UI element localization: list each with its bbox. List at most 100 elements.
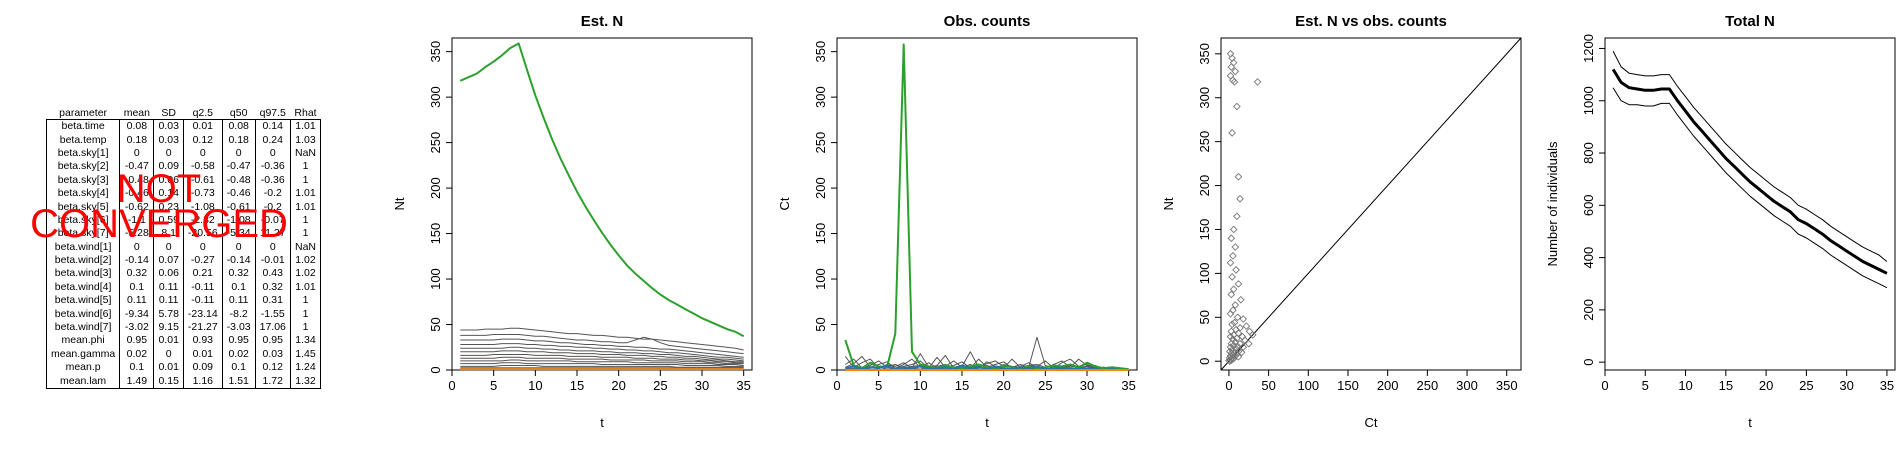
parameter-name-cell: beta.sky[5] — [45, 200, 121, 214]
value-cell: 0.14 — [153, 186, 184, 201]
y-tick-label: 300 — [1197, 87, 1212, 109]
x-tick-label: 15 — [1719, 378, 1733, 393]
value-cell: 0.95 — [119, 334, 155, 348]
value-cell: -0.61 — [221, 200, 256, 214]
value-cell: 0.09 — [182, 361, 223, 375]
series-line — [845, 363, 1129, 371]
table-row: beta.sky[3] -0.48 0.06 -0.61 -0.48 -0.36 1 — [45, 173, 322, 187]
x-tick-label: 5 — [1642, 378, 1649, 393]
series-group — [459, 42, 745, 371]
chart-4: Total N 0 5 10 15 20 25 30 35 0 200 400 600 800 1000 12… — [1545, 13, 1896, 430]
value-cell: -2.32 — [182, 213, 223, 228]
value-cell: 17.06 — [254, 320, 291, 335]
y-tick-label: 150 — [428, 223, 443, 245]
value-cell: 0 — [153, 240, 184, 254]
parameter-name-cell: beta.sky[7] — [45, 227, 121, 241]
series-group — [1611, 50, 1888, 289]
series-group — [844, 43, 1129, 371]
x-tick-label: 50 — [1261, 378, 1275, 393]
chart-title: Obs. counts — [944, 13, 1031, 30]
series-line — [1611, 68, 1888, 275]
value-cell: -0.73 — [182, 186, 223, 201]
scatter-point — [1237, 348, 1246, 357]
y-axis-label: Nt — [1161, 197, 1176, 210]
parameter-name-cell: beta.wind[5] — [45, 294, 121, 308]
value-cell: 0.21 — [182, 267, 223, 281]
value-cell: 0.02 — [221, 347, 256, 362]
x-tick-label: 35 — [1121, 378, 1135, 393]
value-cell: -0.14 — [119, 253, 155, 268]
series-line — [1612, 87, 1888, 289]
value-cell: 0.32 — [221, 267, 256, 281]
y-tick-label: 150 — [813, 223, 828, 245]
value-cell: 1.01 — [289, 200, 322, 214]
series-line — [460, 346, 744, 362]
value-cell: 0.32 — [119, 267, 155, 281]
points-group — [1225, 49, 1262, 366]
value-cell: 0.93 — [182, 334, 223, 348]
y-tick-label: 200 — [428, 177, 443, 199]
value-cell: 0.95 — [221, 334, 256, 348]
y-tick-label: 400 — [1581, 247, 1596, 269]
value-cell: 1 — [289, 307, 322, 321]
table-row: beta.sky[4] -0.46 0.14 -0.73 -0.46 -0.2 1.01 — [45, 186, 322, 201]
value-cell: -1.55 — [254, 307, 291, 321]
x-tick-label: 10 — [1678, 378, 1692, 393]
y-tick-label: 200 — [1581, 299, 1596, 321]
x-tick-label: 0 — [833, 378, 840, 393]
value-cell: 0.11 — [153, 280, 184, 295]
scatter-point — [1225, 357, 1234, 366]
value-cell: -23.14 — [182, 307, 223, 321]
value-cell: 0 — [153, 146, 184, 161]
series-line — [1612, 50, 1888, 262]
x-tick-label: 25 — [1038, 378, 1052, 393]
value-cell: 1.01 — [289, 119, 322, 134]
table-header-cell: parameter — [59, 107, 108, 119]
value-cell: NaN — [289, 146, 322, 161]
y-tick-label: 0 — [1581, 359, 1596, 366]
value-cell: -3.03 — [221, 320, 256, 335]
value-cell: 0.14 — [254, 119, 291, 134]
series-line — [460, 338, 744, 358]
scatter-point — [1234, 280, 1243, 288]
y-tick-label: 0 — [428, 366, 443, 373]
value-cell: 0.12 — [254, 361, 291, 375]
scatter-point — [1231, 301, 1240, 309]
value-cell: 0 — [254, 146, 291, 161]
x-tick-label: 30 — [1080, 378, 1094, 393]
x-tick-label: 15 — [570, 378, 584, 393]
table-row: beta.sky[5] -0.62 0.23 -1.08 -0.61 -0.2 1.01 — [45, 200, 322, 214]
y-tick-label: 50 — [813, 317, 828, 331]
value-cell: 0.11 — [153, 294, 184, 308]
value-cell: -0.14 — [221, 253, 256, 268]
value-cell: -20.56 — [182, 227, 223, 241]
scatter-point — [1253, 78, 1262, 86]
table-row: beta.wind[4] 0.1 0.11 -0.11 0.1 0.32 1.01 — [45, 280, 322, 295]
x-tick-label: 25 — [1799, 378, 1813, 393]
x-axis-label: t — [985, 415, 989, 430]
x-tick-label: 200 — [1377, 378, 1399, 393]
value-cell: 1 — [289, 213, 322, 228]
value-cell: 0.11 — [221, 294, 256, 308]
y-tick-label: 1000 — [1581, 86, 1596, 115]
value-cell: -0.27 — [182, 253, 223, 268]
value-cell: 0.06 — [153, 267, 184, 281]
table-row: beta.temp 0.18 0.03 0.12 0.18 0.24 1.03 — [45, 133, 322, 147]
scatter-point — [1226, 259, 1235, 267]
y-tick-label: 100 — [428, 268, 443, 290]
value-cell: -0.36 — [254, 160, 291, 174]
table-header-cell: q50 — [229, 107, 248, 119]
chart-title: Est. N — [581, 13, 624, 30]
plot-frame — [1604, 37, 1896, 371]
table-header-cell: q97.5 — [259, 107, 286, 119]
value-cell: 0.18 — [119, 133, 155, 147]
y-tick-label: 0 — [813, 366, 828, 373]
value-cell: 0.08 — [119, 119, 155, 134]
y-tick-label: 50 — [428, 317, 443, 331]
value-cell: -0.01 — [254, 253, 291, 268]
scatter-point — [1234, 352, 1243, 361]
value-cell: 0.24 — [254, 133, 291, 147]
table-header-cell: q2.5 — [192, 107, 214, 119]
